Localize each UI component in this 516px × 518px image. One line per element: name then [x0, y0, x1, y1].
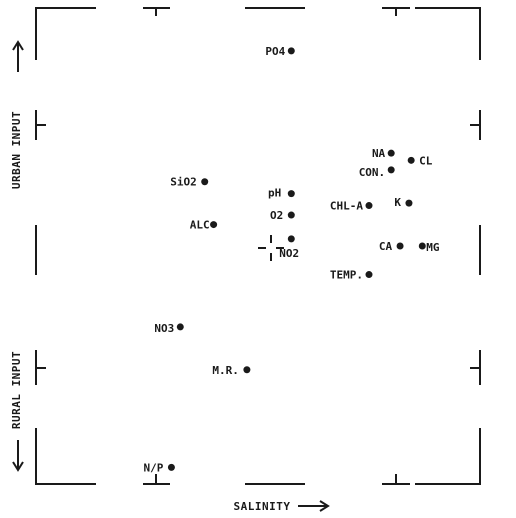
data-point-no3 — [176, 323, 184, 331]
data-point-con- — [387, 166, 395, 174]
rural-input-label: RURAL INPUT — [10, 351, 23, 429]
point-label-con-: CON. — [359, 166, 386, 179]
point-label-mg: MG — [426, 241, 440, 254]
y-axis-label-top: URBAN INPUT — [10, 40, 24, 189]
data-point-ca — [396, 242, 404, 250]
origin-crosshair — [258, 235, 284, 261]
data-point-na — [387, 149, 395, 157]
data-point-mg — [418, 242, 426, 250]
point-label-k: K — [394, 196, 401, 209]
point-label-ph: pH — [268, 187, 281, 200]
point-label-chl-a: CHL-A — [330, 200, 363, 213]
data-point-ph — [287, 190, 295, 198]
data-point-no2 — [287, 235, 295, 243]
data-point-cl — [407, 156, 415, 164]
point-label-alc: ALC — [190, 219, 210, 232]
data-point-po4 — [287, 47, 295, 55]
point-label-sio2: SiO2 — [170, 176, 197, 189]
point-label-cl: CL — [419, 154, 433, 167]
point-label-na: NA — [372, 147, 386, 160]
data-point-sio2 — [201, 178, 209, 186]
point-label-po4: PO4 — [265, 45, 285, 58]
plot-frame — [35, 7, 481, 485]
data-point-o2 — [287, 211, 295, 219]
point-label-o2: O2 — [270, 209, 283, 222]
y-axis-label-bottom: RURAL INPUT — [10, 351, 24, 472]
point-label-n-p: N/P — [144, 461, 164, 474]
point-label-no3: NO3 — [154, 322, 174, 335]
point-label-ca: CA — [379, 240, 393, 253]
data-points: PO4 NA CL CON. SiO2 pH K CHL-A O2 ALC NO2 CA MG TEMP.… — [144, 45, 440, 474]
data-point-temp- — [365, 271, 373, 279]
salinity-label: SALINITY — [234, 500, 291, 513]
point-label-temp-: TEMP. — [330, 269, 363, 282]
data-point-k — [405, 199, 413, 207]
data-point-m-r- — [243, 366, 251, 374]
up-arrow-icon — [12, 40, 24, 72]
down-arrow-icon — [12, 440, 24, 472]
point-label-m-r-: M.R. — [212, 364, 239, 377]
data-point-chl-a — [365, 202, 373, 210]
data-point-n-p — [167, 463, 175, 471]
right-arrow-icon — [298, 500, 330, 512]
point-label-no2: NO2 — [279, 247, 299, 260]
urban-input-label: URBAN INPUT — [10, 111, 23, 189]
data-point-alc — [210, 221, 218, 229]
x-axis-label: SALINITY — [234, 500, 330, 513]
